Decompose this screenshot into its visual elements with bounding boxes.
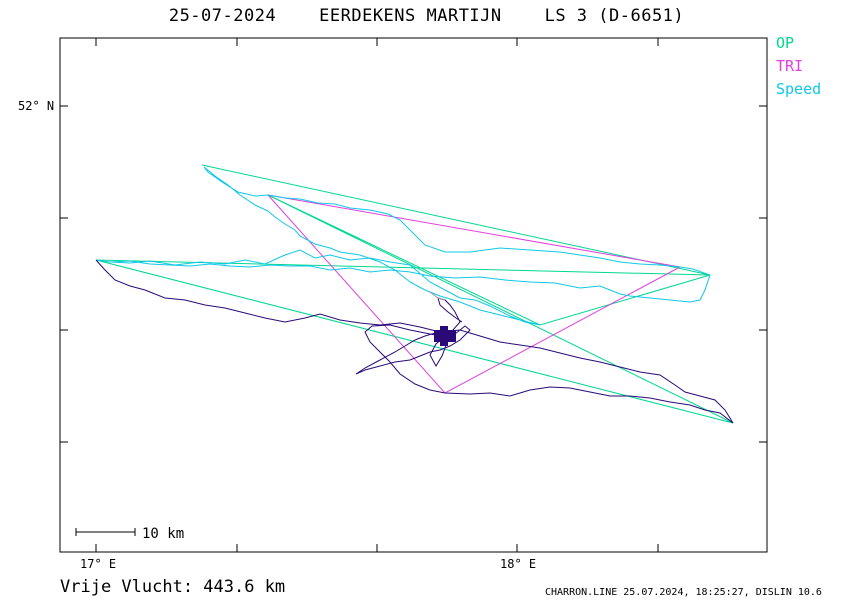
legend-speed: Speed	[776, 80, 822, 98]
pilot-name: EERDEKENS MARTIJN	[319, 6, 502, 26]
home-cluster	[434, 326, 456, 346]
lon-label-18: 18° E	[500, 557, 537, 571]
map-frame	[59, 37, 768, 553]
right-ticks	[759, 105, 767, 443]
flight-title: 25-07-2024 EERDEKENS MARTIJN LS 3 (D-665…	[0, 6, 853, 26]
speed-track	[95, 166, 711, 326]
legend-tri: TRI	[776, 57, 804, 75]
distance-readout: Vrije Vlucht: 443.6 km	[60, 577, 286, 597]
lat-label: 52° N	[18, 99, 55, 113]
scale-bar	[75, 528, 136, 536]
footer-meta: CHARRON.LINE 25.07.2024, 18:25:27, DISLI…	[545, 587, 822, 598]
glider-name: LS 3 (D-6651)	[544, 6, 685, 26]
top-ticks	[95, 38, 659, 46]
tri-route	[267, 194, 682, 394]
lon-label-17: 17° E	[80, 557, 117, 571]
flight-date: 25-07-2024	[168, 6, 277, 26]
scale-label: 10 km	[142, 526, 185, 542]
left-ticks	[60, 105, 68, 443]
legend-op: OP	[776, 34, 795, 52]
gap-segment	[429, 291, 446, 301]
bottom-ticks	[95, 544, 659, 552]
op-route	[95, 164, 734, 424]
